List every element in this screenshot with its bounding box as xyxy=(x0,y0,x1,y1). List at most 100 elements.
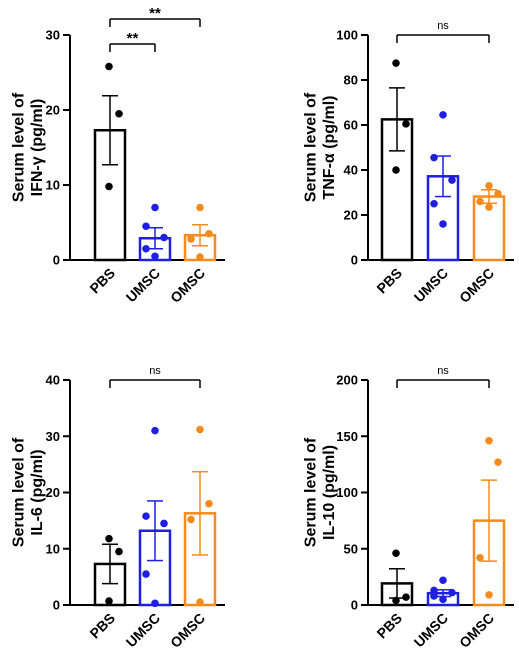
data-point xyxy=(142,222,150,231)
data-point xyxy=(142,570,150,578)
y-axis-label: Serum level ofTNF-α (pg/ml) xyxy=(303,92,338,202)
y-tick-label: 30 xyxy=(46,28,60,43)
y-axis-label-line-1: Serum level of xyxy=(11,92,28,202)
data-point xyxy=(485,203,493,211)
x-tick-label-omsc: OMSC xyxy=(167,265,208,306)
x-tick-label-omsc: OMSC xyxy=(456,265,497,306)
y-tick-label: 30 xyxy=(46,429,60,444)
data-point xyxy=(494,458,502,466)
data-point xyxy=(430,592,438,600)
data-point xyxy=(430,153,438,162)
panel-tnf-alpha: Serum level ofTNF-α (pg/ml) 0 20 40 60 80 100 P… xyxy=(303,20,514,306)
data-point xyxy=(402,593,410,601)
y-tick-label: 0 xyxy=(53,598,60,613)
x-tick-label-umsc: UMSC xyxy=(411,610,451,650)
y-axis-label-line-2: IL-6 (pg/ml) xyxy=(29,449,46,535)
data-point xyxy=(430,586,438,595)
data-point xyxy=(196,425,204,434)
data-point xyxy=(392,59,400,67)
x-tick-label-omsc: OMSC xyxy=(167,610,208,651)
y-tick-label: 100 xyxy=(336,28,358,43)
x-tick-label-pbs: PBS xyxy=(86,265,118,297)
y-axis-label: Serum level ofIL-6 (pg/ml) xyxy=(11,437,46,547)
data-point xyxy=(196,203,204,212)
significance-label: ns xyxy=(149,365,161,377)
data-point xyxy=(196,253,204,261)
x-tick-label-umsc: UMSC xyxy=(123,610,163,650)
data-point xyxy=(105,182,113,191)
data-point xyxy=(485,436,493,445)
x-tick-label-umsc: UMSC xyxy=(123,265,163,305)
data-point xyxy=(485,591,493,599)
significance-label: ns xyxy=(437,365,449,377)
data-point xyxy=(402,120,410,128)
data-point xyxy=(392,549,400,558)
data-point xyxy=(115,547,123,556)
y-tick-label: 20 xyxy=(46,103,60,118)
y-tick-label: 10 xyxy=(46,178,60,193)
y-axis-label-line-2: IFN-γ (pg/ml) xyxy=(29,99,46,197)
y-tick-label: 200 xyxy=(336,373,358,388)
data-point xyxy=(105,534,113,543)
y-tick-label: 60 xyxy=(344,118,358,133)
y-axis-label-line-1: Serum level of xyxy=(303,92,320,202)
y-axis-label-line-1: Serum level of xyxy=(303,437,320,547)
data-point xyxy=(439,220,447,228)
data-point xyxy=(151,599,159,608)
data-point xyxy=(142,244,150,253)
y-tick-label: 10 xyxy=(46,541,60,556)
x-tick-label-umsc: UMSC xyxy=(411,265,451,305)
y-tick-label: 0 xyxy=(53,253,60,268)
data-point xyxy=(151,252,159,261)
panel-il-6: Serum level ofIL-6 (pg/ml) 0 10 20 30 40 PBS UM… xyxy=(11,365,225,651)
y-tick-label: 40 xyxy=(46,373,60,388)
data-point xyxy=(439,111,447,119)
x-tick-label-omsc: OMSC xyxy=(456,610,497,651)
y-axis-label-line-1: Serum level of xyxy=(11,437,28,547)
significance-label: ns xyxy=(437,20,449,32)
y-axis-label: Serum level ofIL-10 (pg/ml) xyxy=(303,437,338,547)
y-tick-label: 100 xyxy=(336,485,358,500)
data-point xyxy=(105,62,113,71)
data-point xyxy=(205,499,213,508)
data-point xyxy=(142,512,150,520)
data-point xyxy=(448,176,456,184)
significance-label: ** xyxy=(127,30,139,47)
data-point xyxy=(115,109,123,118)
y-axis-label: Serum level ofIFN-γ (pg/ml) xyxy=(11,92,46,202)
x-tick-label-pbs: PBS xyxy=(373,265,405,297)
y-tick-label: 150 xyxy=(336,429,358,444)
data-point xyxy=(160,233,168,242)
data-point xyxy=(476,553,484,562)
data-point xyxy=(448,588,456,597)
data-point xyxy=(151,203,159,212)
y-tick-label: 50 xyxy=(344,541,358,556)
y-tick-label: 0 xyxy=(351,598,358,613)
data-point xyxy=(439,595,447,604)
x-tick-label-pbs: PBS xyxy=(86,610,118,642)
panel-ifn-gamma: Serum level ofIFN-γ (pg/ml) 0 10 20 30 PBS UMS… xyxy=(11,5,225,306)
y-axis-label-line-2: TNF-α (pg/ml) xyxy=(321,95,338,199)
data-point xyxy=(160,519,168,528)
y-tick-label: 80 xyxy=(344,73,358,88)
data-point xyxy=(485,181,493,190)
data-point xyxy=(392,166,400,174)
data-point xyxy=(105,597,113,605)
y-tick-label: 20 xyxy=(46,485,60,500)
y-tick-label: 40 xyxy=(344,163,358,178)
data-point xyxy=(476,197,484,206)
data-point xyxy=(392,596,400,605)
data-point xyxy=(187,235,195,243)
panel-il-10: Serum level ofIL-10 (pg/ml) 0 50 100 150 200 P… xyxy=(303,365,514,651)
y-tick-label: 20 xyxy=(344,208,358,223)
data-point xyxy=(151,426,159,435)
data-point xyxy=(494,189,502,198)
y-tick-label: 0 xyxy=(351,253,358,268)
data-point xyxy=(196,598,204,606)
x-tick-label-pbs: PBS xyxy=(373,610,405,642)
y-axis-label-line-2: IL-10 (pg/ml) xyxy=(321,445,338,540)
data-point xyxy=(439,576,447,585)
data-point xyxy=(187,515,195,524)
significance-label: ** xyxy=(149,5,161,22)
